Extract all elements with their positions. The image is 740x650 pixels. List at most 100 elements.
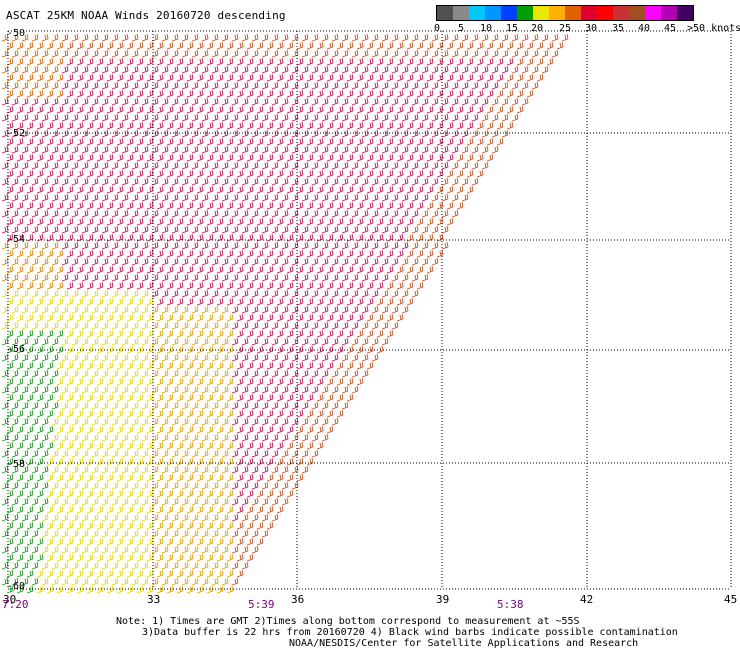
- wind-barb: [26, 377, 34, 386]
- wind-barb: [71, 209, 79, 218]
- wind-barb: [271, 433, 279, 442]
- wind-barb: [61, 337, 69, 346]
- wind-barb: [246, 489, 254, 498]
- wind-barb: [476, 41, 484, 50]
- wind-barb: [186, 169, 194, 178]
- wind-barb: [116, 137, 124, 146]
- wind-barb: [71, 545, 79, 554]
- wind-barb: [526, 41, 534, 50]
- wind-barb: [101, 385, 109, 394]
- wind-barb: [236, 297, 244, 306]
- wind-barb: [36, 41, 44, 50]
- wind-barb: [291, 65, 299, 74]
- wind-barb: [41, 417, 49, 426]
- wind-barb: [301, 401, 309, 410]
- wind-barb: [46, 521, 54, 530]
- wind-barb: [151, 545, 159, 554]
- wind-barb: [201, 193, 209, 202]
- wind-barb: [291, 161, 299, 170]
- wind-barb: [221, 145, 229, 154]
- wind-barb: [176, 249, 184, 258]
- wind-barb: [116, 377, 124, 386]
- wind-barb: [86, 393, 94, 402]
- wind-barb: [316, 169, 324, 178]
- wind-barb: [231, 513, 239, 522]
- wind-barb: [161, 209, 169, 218]
- wind-barb: [41, 145, 49, 154]
- wind-barb: [111, 497, 119, 506]
- wind-barb: [196, 137, 204, 146]
- wind-barb: [131, 81, 139, 90]
- wind-barb: [341, 65, 349, 74]
- wind-barb: [156, 89, 164, 98]
- wind-barb: [81, 337, 89, 346]
- wind-barb: [221, 369, 229, 378]
- wind-barb: [181, 433, 189, 442]
- wind-barb: [131, 401, 139, 410]
- wind-barb: [246, 153, 254, 162]
- wind-barb: [331, 369, 339, 378]
- wind-barb: [151, 337, 159, 346]
- wind-barb: [321, 193, 329, 202]
- wind-barb: [156, 121, 164, 130]
- wind-barb: [161, 49, 169, 58]
- wind-barb: [21, 97, 29, 106]
- wind-barb: [186, 89, 194, 98]
- wind-barb: [136, 73, 144, 82]
- wind-barb: [146, 425, 154, 434]
- wind-barb: [341, 337, 349, 346]
- wind-barb: [201, 161, 209, 170]
- wind-barb: [391, 289, 399, 298]
- wind-barb: [6, 89, 14, 98]
- wind-barb: [61, 33, 69, 42]
- wind-barb: [86, 201, 94, 210]
- wind-barb: [376, 153, 384, 162]
- wind-barb: [111, 369, 119, 378]
- wind-barb: [146, 473, 154, 482]
- wind-barb: [171, 401, 179, 410]
- wind-barb: [56, 105, 64, 114]
- wind-barb: [171, 241, 179, 250]
- legend-swatch-10: [597, 6, 613, 20]
- wind-barb: [551, 33, 559, 42]
- wind-barb: [11, 401, 19, 410]
- wind-barb: [206, 281, 214, 290]
- wind-barb: [231, 241, 239, 250]
- wind-barb: [81, 529, 89, 538]
- wind-barb: [186, 489, 194, 498]
- wind-barb: [376, 121, 384, 130]
- lat-label-50: -50: [7, 28, 25, 39]
- wind-barb: [146, 297, 154, 306]
- wind-barb: [11, 449, 19, 458]
- wind-barb: [406, 265, 414, 274]
- wind-barb: [11, 33, 19, 42]
- wind-barb: [246, 441, 254, 450]
- wind-barb: [96, 569, 104, 578]
- wind-barb: [271, 193, 279, 202]
- wind-barb: [61, 273, 69, 282]
- wind-barb: [391, 49, 399, 58]
- wind-barb: [441, 113, 449, 122]
- wind-barb: [336, 297, 344, 306]
- wind-barb: [36, 329, 44, 338]
- wind-barb: [476, 105, 484, 114]
- wind-barb: [211, 481, 219, 490]
- wind-barb: [276, 201, 284, 210]
- wind-barb: [161, 417, 169, 426]
- wind-barb: [156, 185, 164, 194]
- wind-barb: [91, 433, 99, 442]
- time-label-center: 5:39: [248, 598, 275, 611]
- wind-barb: [86, 521, 94, 530]
- wind-barb: [471, 177, 479, 186]
- wind-barb: [316, 393, 324, 402]
- wind-barb: [286, 425, 294, 434]
- wind-barb: [271, 449, 279, 458]
- wind-barb: [386, 169, 394, 178]
- wind-barb: [86, 297, 94, 306]
- wind-barb: [236, 489, 244, 498]
- wind-barb: [316, 313, 324, 322]
- wind-barb: [221, 337, 229, 346]
- wind-barb: [1, 33, 9, 42]
- wind-barb: [101, 481, 109, 490]
- wind-barb: [81, 81, 89, 90]
